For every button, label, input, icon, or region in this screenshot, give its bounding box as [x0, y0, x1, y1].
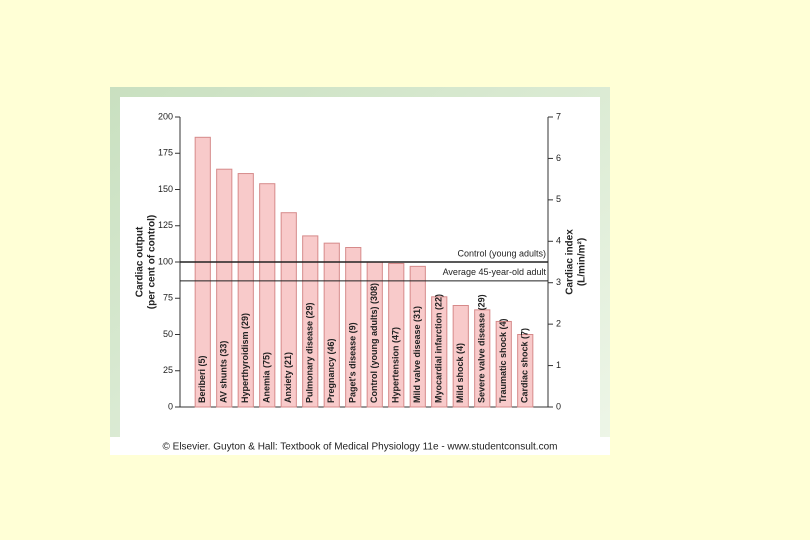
x-tick-label: Mild valve disease (31)	[412, 306, 422, 403]
y2-tick-label: 3	[556, 277, 561, 287]
y2-tick-label: 1	[556, 360, 561, 370]
bar	[409, 265, 426, 408]
y-tick-label: 125	[158, 220, 173, 230]
y-tick-label: 25	[163, 365, 173, 375]
y-tick-label: 150	[158, 184, 173, 194]
reference-label: Control (young adults)	[457, 248, 546, 258]
x-tick-label: AV shunts (33)	[219, 341, 229, 403]
bar	[517, 334, 534, 408]
y2-tick-label: 0	[556, 401, 561, 411]
y-tick-label: 100	[158, 256, 173, 266]
x-tick-label: Hyperthyroidism (29)	[240, 313, 250, 403]
y-axis-title: (per cent of control)	[147, 215, 158, 309]
x-tick-label: Mild shock (4)	[455, 343, 465, 403]
y2-axis-title: (L/min/m²)	[577, 238, 588, 286]
y-tick-label: 175	[158, 148, 173, 158]
y2-tick-label: 6	[556, 153, 561, 163]
bar	[237, 173, 254, 408]
x-tick-label: Anemia (75)	[262, 352, 272, 403]
y2-tick-label: 2	[556, 319, 561, 329]
x-tick-label: Hypertension (47)	[391, 327, 401, 403]
bar	[323, 242, 340, 408]
x-tick-label: Anxiety (21)	[283, 352, 293, 403]
y-tick-label: 0	[168, 401, 173, 411]
y-tick-label: 200	[158, 111, 173, 121]
x-tick-label: Myocardial infarction (22)	[434, 294, 444, 403]
source: © Elsevier. Guyton & Hall: Textbook of M…	[163, 442, 558, 453]
x-tick-label: Paget's disease (9)	[348, 322, 358, 403]
x-tick-label: Severe valve disease (29)	[477, 294, 487, 403]
bar	[452, 305, 469, 408]
x-tick-label: Traumatic shock (4)	[498, 318, 508, 403]
bar	[259, 183, 276, 408]
x-tick-label: Pulmonary disease (29)	[305, 302, 315, 403]
bar	[431, 296, 448, 408]
y-axis-title: Cardiac output	[135, 226, 146, 297]
bar	[216, 168, 233, 408]
reference-label: Average 45-year-old adult	[443, 267, 547, 277]
x-tick-label: Beriberi (5)	[197, 355, 207, 403]
source-strip	[110, 437, 610, 455]
bar	[345, 247, 362, 408]
bar	[302, 235, 319, 408]
y-tick-label: 75	[163, 293, 173, 303]
y-tick-label: 50	[163, 329, 173, 339]
y2-tick-label: 7	[556, 111, 561, 121]
bar	[474, 309, 491, 408]
y2-tick-label: 5	[556, 194, 561, 204]
bar	[388, 262, 405, 408]
x-tick-label: Pregnancy (46)	[326, 338, 336, 403]
bar	[194, 136, 211, 408]
x-tick-label: Control (young adults) (308)	[369, 283, 379, 403]
x-tick-label: Cardiac shock (7)	[520, 328, 530, 403]
y2-axis-title: Cardiac index	[565, 229, 576, 295]
bar	[495, 320, 512, 408]
y2-tick-label: 4	[556, 236, 561, 246]
